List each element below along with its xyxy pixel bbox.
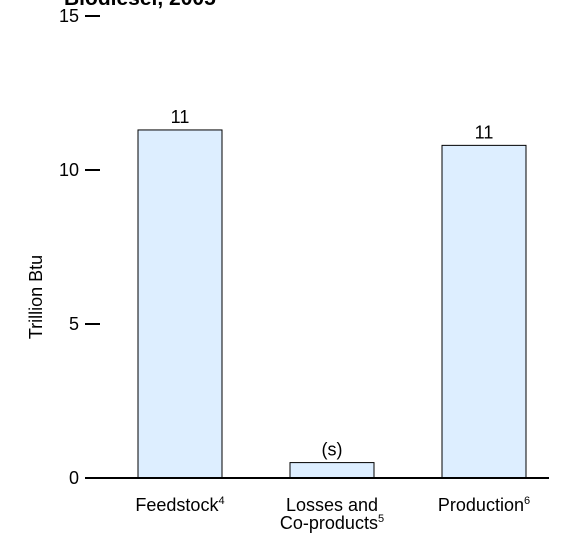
data-label: (s) [322, 440, 343, 460]
y-axis-label: Trillion Btu [26, 255, 46, 339]
y-axis: 0 5 10 15 [59, 6, 100, 488]
category-label: Production6 [438, 495, 530, 515]
category-label: Feedstock4 [135, 495, 224, 515]
bar [441, 144, 527, 479]
bars: 11 (s) 11 [137, 107, 527, 479]
y-tick-label: 0 [69, 468, 79, 488]
chart-title: Biodiesel, 2005 [64, 0, 216, 10]
y-tick-label: 10 [59, 160, 79, 180]
bar [289, 462, 375, 479]
category-labels: Feedstock4 Losses and Co-products5 Producti… [135, 495, 530, 533]
y-tick-label: 15 [59, 6, 79, 26]
category-label: Losses and Co-products5 [280, 495, 384, 533]
data-label: 11 [475, 122, 494, 142]
data-label: 11 [171, 107, 190, 127]
y-tick-label: 5 [69, 314, 79, 334]
bar [137, 129, 223, 479]
